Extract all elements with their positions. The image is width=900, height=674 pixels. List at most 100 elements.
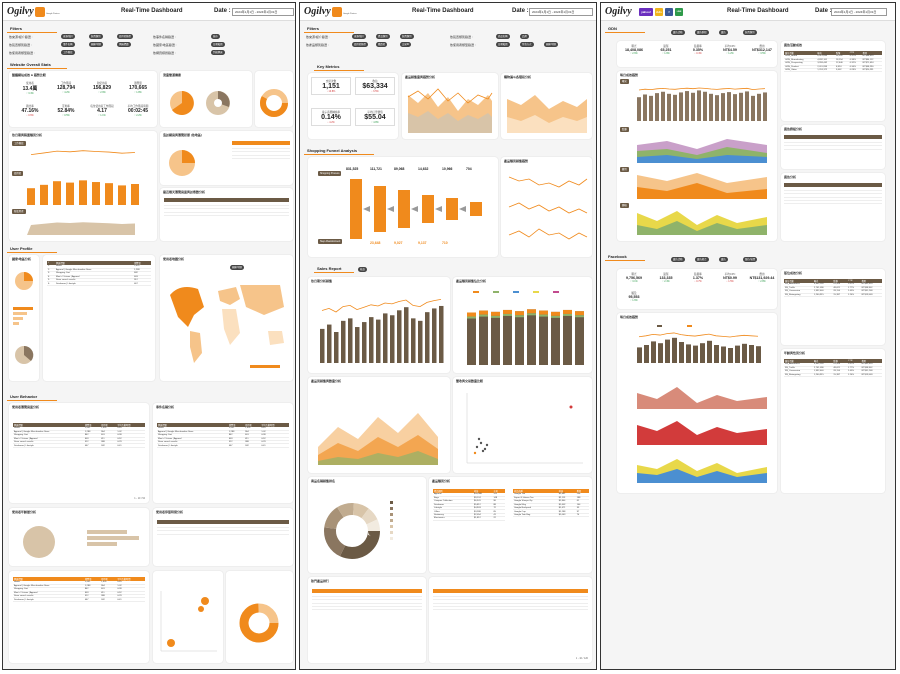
table-row[interactable]: Campus Collection $6,341 96 [433, 499, 505, 504]
table-row[interactable]: Men's / Unisex | Apparel 603 411 0:52 [157, 437, 289, 442]
table-row[interactable]: Stationery $2,054 41 [433, 513, 505, 518]
fb-trend-charts [637, 325, 767, 483]
table-row[interactable]: GDN_Prospecting 3,918,442 12,640 0.32% NT$71… [784, 61, 882, 66]
filter-dropdown[interactable]: 裝置類別 [89, 34, 103, 39]
sales-filter-chip[interactable]: 收益 [358, 267, 367, 272]
table-row[interactable]: Home 2,431 1,902 0:45 [13, 581, 145, 585]
filter-dropdown[interactable]: 付款方式 [520, 42, 534, 47]
filter-dropdown[interactable]: 裝置類別 [400, 34, 414, 39]
table-row[interactable]: Super G Unisex Tee $2,113 188 [513, 496, 589, 501]
table-row[interactable]: 5. Store search results 512 [47, 278, 151, 283]
filter-dropdown[interactable]: 購買者 [376, 42, 388, 47]
filter-dropdown[interactable]: 產品類別 [376, 34, 390, 39]
table-row[interactable]: 3. Shopping Cart 842 [47, 271, 151, 276]
table-row[interactable]: Apparel | Google Merchandise Store 1,288 9… [13, 584, 145, 589]
filter-dropdown[interactable]: 廣告活動 [671, 30, 685, 35]
filter-dropdown[interactable]: 日期範圍 [211, 42, 225, 47]
filter-dropdown[interactable]: 廣告 [719, 257, 728, 262]
table-row[interactable]: FB_Awareness 3,842,118 41,203 1.07% NT$42,31… [784, 363, 882, 367]
filter-dropdown[interactable]: 到達網頁 [211, 50, 225, 55]
age-gender-table: 廣告活動 曝光 點擊 CTR 費用 FB_Awareness 3,842,118 41,203… [784, 359, 882, 378]
table-row[interactable]: GDN_Product 2,011,338 6,924 0.34% NT$38,290 [784, 65, 882, 70]
table-row[interactable]: Google Cap $1,288 97 [513, 509, 589, 514]
filter-dropdown[interactable]: 國家/地區 [89, 42, 104, 47]
table-row[interactable]: Drinkware | Lifestyle 467 342 0:41 [157, 443, 289, 448]
filter-dropdown[interactable]: 版位/裝置 [743, 257, 758, 262]
filter-dropdown[interactable]: 交易ID [400, 42, 412, 47]
stacked-bar-chart [467, 291, 584, 365]
table-row[interactable]: FB_Conversion 1,932,440 28,114 1.45% NT$31,2… [784, 369, 882, 374]
section-sales: Sales Report [314, 265, 354, 273]
date-range-picker[interactable]: 2024年1月1日 - 2024年1月31日 [232, 8, 294, 16]
kpi-tile: 工作階段 128,794 ↑ 4.2% [49, 81, 83, 94]
kpi-value: NT$0.99 [723, 276, 737, 280]
table-row[interactable]: Shopping Cart 842 601 0:38 [13, 433, 145, 438]
filter-dropdown[interactable]: 日期範圍 [496, 42, 510, 47]
table-row[interactable]: Men's / Unisex | Apparel 603 411 0:52 [13, 591, 145, 596]
kpi-delta: ↑ 2.9% [98, 91, 106, 94]
table-row[interactable]: FB_Traffic 2,741,096 48,621 1.77% NT$38,902 [784, 286, 882, 291]
kpi-delta: ↓ 6.5% [371, 90, 379, 93]
table-row[interactable]: Bags $9,124 148 [433, 496, 505, 501]
funnel-step [446, 198, 458, 220]
table-row[interactable]: Store search results 512 388 0:29 [13, 440, 145, 445]
table-row[interactable]: FB_Retargeting 1,240,915 15,397 1.24% NT$19,… [784, 373, 882, 378]
table-row[interactable]: Google Tote Bag $1,043 74 [513, 513, 589, 518]
filter-dropdown[interactable]: 品牌 [520, 34, 529, 39]
table-row[interactable]: Google Tee $2,841 204 [513, 493, 589, 497]
table-row[interactable]: Lifestyle $4,903 72 [433, 506, 505, 511]
filter-dropdown[interactable]: 裝置類別 [743, 30, 757, 35]
table-row[interactable]: Drinkware | Lifestyle 467 342 0:41 [13, 597, 145, 602]
date-range-picker[interactable]: 2024年1月1日 - 2024年1月31日 [831, 8, 887, 16]
filter-dropdown[interactable]: 使用者類型 [117, 34, 133, 39]
table-row[interactable]: Drinkware | Lifestyle 467 342 0:41 [13, 443, 145, 448]
table-row[interactable]: Drinkware $5,812 88 [433, 503, 505, 508]
pagination[interactable]: 1 - 10 / 120 [575, 657, 588, 660]
table-row[interactable]: Store search results 512 388 0:29 [157, 440, 289, 445]
table-row[interactable]: Google Mug $1,602 144 [513, 503, 589, 508]
filter-dropdown[interactable]: 來源/媒介 [352, 34, 367, 39]
filter-dropdown[interactable]: 廣告組合 [695, 257, 709, 262]
table-row[interactable]: Shopping Cart 842 601 0:38 [13, 587, 145, 592]
table-row[interactable]: Apparel | Google Merchandise Store 1,288 9… [13, 430, 145, 435]
table-row[interactable]: GDN_Brand 6,421,833 24,031 0.37% NT$98,420 [784, 55, 882, 59]
filter-dropdown[interactable]: 商品名稱 [496, 34, 510, 39]
filter-dropdown[interactable]: 城市 [211, 34, 220, 39]
table-row[interactable]: 2. Apparel | Google Merchandise Store 1,28… [47, 268, 151, 273]
bar [418, 320, 423, 363]
bar [707, 340, 712, 363]
table-row[interactable]: Men's / Unisex | Apparel 603 411 0:52 [13, 437, 145, 442]
country-filter-chip[interactable]: 國家/地區 [230, 265, 245, 270]
table-row[interactable]: Google Backpack $1,471 33 [513, 506, 589, 511]
table-row[interactable]: GDN_Video 1,224,372 3,402 0.28% NT$20,291 [784, 68, 882, 73]
table-row[interactable]: Office $3,288 65 [433, 509, 505, 514]
table-row[interactable]: Home 2,431 1,902 0:45 [157, 427, 289, 431]
table-row[interactable]: 4. Men's / Unisex | Apparel 603 [47, 275, 151, 280]
table-row[interactable]: Apparel $24,586 312 [433, 493, 505, 497]
filter-dropdown[interactable]: 廣告群組 [695, 30, 709, 35]
filter-dropdown[interactable]: 工作階段 [61, 50, 75, 55]
table-row[interactable]: 6. Drinkware | Lifestyle 467 [47, 281, 151, 286]
filter-dropdown[interactable]: 使用者類型 [352, 42, 368, 47]
table-row[interactable]: FB_Conversion 1,932,440 28,114 1.45% NT$31,2… [784, 289, 882, 294]
table-row[interactable]: Shopping Cart 842 601 0:38 [157, 433, 289, 438]
filter-dropdown[interactable]: 廣告活動 [671, 257, 685, 262]
table-row[interactable]: Google Sherpa Zip $1,844 61 [513, 499, 589, 504]
table-row[interactable]: Apparel | Google Merchandise Store 1,288 9… [157, 430, 289, 435]
filter-dropdown[interactable]: 來源/媒介 [61, 34, 76, 39]
table-row[interactable]: GDN_Remarketing 4,832,101 18,254 0.38% NT$84… [784, 58, 882, 63]
table-row[interactable]: Store search results 512 388 0:29 [13, 594, 145, 599]
table-row[interactable]: 1. Home 2,431 [47, 265, 151, 269]
table-row[interactable]: FB_Awareness 3,842,118 41,203 1.07% NT$42,31… [784, 283, 882, 287]
filter-dropdown[interactable]: 廣告 [719, 30, 728, 35]
table-row[interactable]: Home 2,431 1,902 0:45 [13, 427, 145, 431]
kpi-value: 47.16% [21, 108, 39, 114]
table-row[interactable]: Electronics $1,812 22 [433, 516, 505, 521]
filter-dropdown[interactable]: 網頁標題 [117, 42, 131, 47]
filter-dropdown[interactable]: 國家/地區 [544, 42, 559, 47]
table-row[interactable]: FB_Retargeting 1,240,915 15,397 1.24% NT$19,… [784, 293, 882, 298]
pagination[interactable]: 1 - 10 / 54 [134, 497, 145, 500]
filter-dropdown[interactable]: 事件名稱 [61, 42, 75, 47]
table-row[interactable]: FB_Traffic 2,741,096 48,621 1.77% NT$38,902 [784, 366, 882, 371]
date-range-picker[interactable]: 2024年1月1日 - 2024年1月31日 [529, 8, 593, 16]
